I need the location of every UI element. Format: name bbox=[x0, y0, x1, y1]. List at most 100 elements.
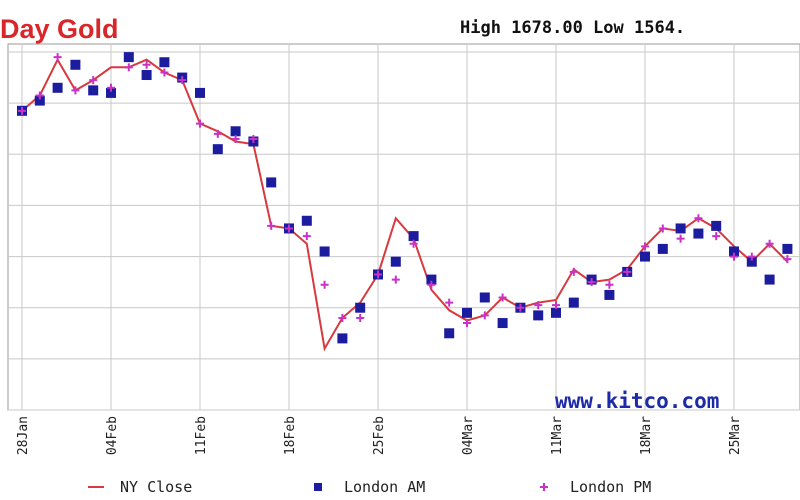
square-marker bbox=[355, 302, 366, 313]
square-marker bbox=[479, 292, 490, 303]
plus-marker bbox=[747, 252, 756, 261]
plot-area: 28Jan 04Feb 11Feb 18Feb 25Feb 04Mar 11Mar 18Mar… bbox=[7, 43, 800, 455]
square-marker bbox=[729, 246, 739, 257]
legend-label: NY Close bbox=[120, 478, 192, 496]
plus-marker bbox=[107, 83, 115, 92]
plus-marker bbox=[694, 214, 703, 223]
plus-marker bbox=[231, 134, 240, 143]
plus-marker bbox=[409, 239, 418, 248]
plus-marker bbox=[516, 303, 525, 312]
plus-marker bbox=[765, 239, 774, 248]
plus-marker bbox=[391, 275, 400, 284]
plus-marker bbox=[196, 119, 204, 128]
square-marker bbox=[266, 177, 277, 188]
plus-marker bbox=[53, 53, 62, 62]
plus-marker bbox=[445, 298, 454, 307]
square-marker bbox=[88, 85, 99, 96]
watermark: www.kitco.com bbox=[555, 389, 719, 413]
square-marker bbox=[390, 256, 401, 267]
square-marker bbox=[106, 87, 116, 98]
square-marker bbox=[497, 318, 508, 329]
plus-marker bbox=[267, 221, 276, 230]
square-marker bbox=[675, 223, 686, 234]
square-marker bbox=[568, 297, 579, 308]
square-marker bbox=[746, 256, 757, 267]
plus-marker bbox=[623, 267, 632, 276]
x-tick-label: 18Feb bbox=[283, 416, 298, 455]
square-marker bbox=[444, 328, 455, 339]
plus-marker bbox=[605, 280, 614, 289]
plus-marker bbox=[534, 301, 543, 310]
plus-marker bbox=[18, 106, 26, 115]
square-marker bbox=[123, 52, 134, 63]
plus-marker bbox=[178, 76, 187, 85]
x-tick-label: 11Mar bbox=[550, 416, 565, 455]
square-marker bbox=[212, 144, 223, 155]
x-tick-label: 25Feb bbox=[372, 416, 387, 455]
square-marker bbox=[408, 231, 419, 242]
square-marker bbox=[52, 82, 63, 93]
square-marker bbox=[782, 243, 793, 254]
chart-title: Day Gold bbox=[0, 14, 119, 44]
chart-subtitle: High 1678.00 Low 1564. bbox=[460, 18, 685, 38]
x-tick-label: 04Mar bbox=[461, 416, 476, 455]
plus-marker bbox=[249, 134, 258, 143]
plus-marker bbox=[302, 232, 311, 241]
plus-marker bbox=[89, 76, 98, 85]
square-marker bbox=[230, 126, 241, 137]
square-marker bbox=[195, 87, 205, 98]
plus-marker bbox=[552, 301, 560, 310]
square-marker bbox=[159, 57, 170, 68]
plus-marker bbox=[320, 280, 329, 289]
square-marker bbox=[462, 307, 472, 318]
plus-marker bbox=[730, 252, 738, 261]
legend-label: London PM bbox=[570, 478, 651, 496]
square-marker bbox=[34, 95, 45, 106]
plus-marker bbox=[35, 91, 44, 100]
plus-marker bbox=[338, 313, 347, 322]
plus-marker bbox=[71, 86, 80, 95]
plus-marker bbox=[498, 293, 507, 302]
plus-marker bbox=[124, 63, 133, 72]
legend-swatch bbox=[540, 483, 548, 491]
square-marker bbox=[764, 274, 775, 285]
plus-marker bbox=[160, 68, 169, 77]
legend: NY Close London AM London PM bbox=[88, 478, 651, 496]
legend-label: London AM bbox=[344, 478, 425, 496]
plus-marker bbox=[587, 278, 596, 287]
x-tick-label: 28Jan bbox=[16, 416, 31, 455]
square-marker bbox=[319, 246, 330, 257]
plus-marker bbox=[676, 234, 685, 243]
square-marker bbox=[70, 59, 81, 70]
plus-marker bbox=[569, 267, 578, 276]
plus-marker bbox=[463, 319, 471, 328]
plus-marker bbox=[480, 311, 489, 320]
square-marker bbox=[640, 251, 650, 262]
square-marker bbox=[711, 220, 722, 231]
plus-marker bbox=[427, 280, 436, 289]
plus-marker bbox=[142, 60, 151, 69]
x-tick-label: 18Mar bbox=[639, 416, 654, 455]
plus-marker bbox=[712, 232, 721, 241]
x-tick-label: 11Feb bbox=[194, 416, 209, 455]
plus-marker bbox=[658, 224, 667, 233]
plus-marker bbox=[285, 224, 293, 233]
square-marker bbox=[533, 310, 544, 321]
plus-marker bbox=[783, 255, 792, 264]
x-tick-label: 04Feb bbox=[105, 416, 120, 455]
square-marker bbox=[693, 228, 704, 239]
square-marker bbox=[141, 70, 152, 81]
square-marker bbox=[426, 274, 437, 285]
series-line bbox=[21, 57, 789, 352]
plus-marker bbox=[641, 242, 649, 251]
square-marker bbox=[604, 289, 615, 300]
square-marker bbox=[551, 307, 561, 318]
square-marker bbox=[337, 333, 348, 344]
square-marker bbox=[657, 243, 668, 254]
plus-marker bbox=[356, 313, 365, 322]
legend-swatch bbox=[314, 483, 322, 491]
plus-marker bbox=[213, 129, 222, 138]
plus-marker bbox=[374, 270, 382, 279]
